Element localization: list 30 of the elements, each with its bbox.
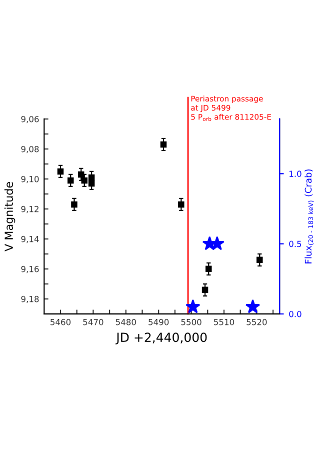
y-tick-label: 9,18 — [21, 296, 39, 304]
point — [202, 286, 208, 294]
point — [88, 174, 95, 181]
point — [160, 141, 167, 148]
y2-tick-label: 0.5 — [289, 240, 302, 248]
point — [256, 256, 263, 264]
y2-tick-label: 1.0 — [290, 170, 302, 177]
y-tick-label: 9,12 — [21, 206, 38, 214]
x-tick-label: 5470 — [83, 318, 104, 326]
x-tick-label: 5480 — [116, 318, 136, 326]
y2-axis-title: Flux$_{(20 - 183 keV)}$ (Crab) — [304, 169, 314, 264]
y-tick-label: 9,16 — [21, 266, 39, 274]
x-tick-label: 5460 — [50, 318, 71, 326]
point — [178, 201, 184, 208]
y-axis-title: V Magnitude — [4, 182, 16, 252]
y-tick-label: 9,14 — [21, 236, 39, 244]
point — [71, 201, 78, 208]
point — [206, 266, 212, 272]
y-tick-label: 9,10 — [21, 176, 39, 184]
x-tick-label: 5520 — [246, 318, 267, 326]
point — [57, 168, 64, 175]
y2-tick-label: 0.0 — [289, 310, 302, 318]
x-tick-label: 5510 — [214, 318, 234, 326]
y-tick-label: 9,08 — [21, 146, 39, 154]
x-tick-label: 5500 — [181, 318, 202, 326]
x-axis-title: JD +2,440,000 — [116, 332, 207, 344]
point — [68, 177, 74, 184]
point — [88, 180, 95, 187]
x-tick-label: 5490 — [148, 318, 169, 326]
y-tick-label: 9,06 — [21, 116, 39, 124]
